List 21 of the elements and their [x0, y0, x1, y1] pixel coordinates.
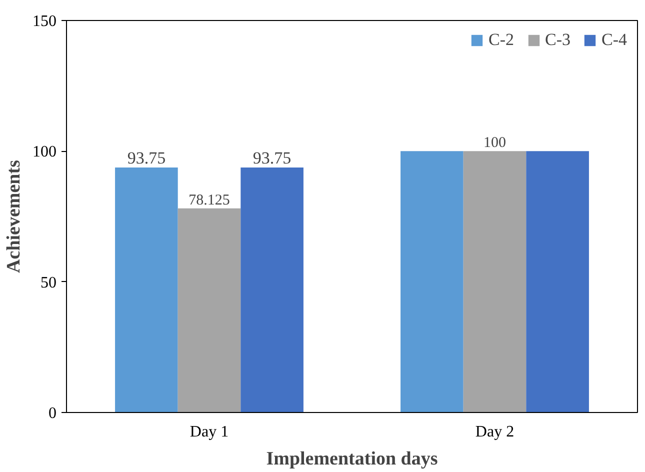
data-label: 78.125 [188, 192, 230, 208]
y-tick-label: 100 [32, 144, 56, 161]
y-tick-label: 0 [48, 405, 56, 422]
legend-label: C-3 [545, 30, 570, 50]
bar [526, 151, 589, 412]
x-tick-label: Day 2 [475, 424, 514, 440]
bar [240, 168, 304, 412]
legend-label: C-2 [488, 30, 514, 50]
y-axis-title: Achievements [4, 160, 24, 273]
x-tick-label: Day 1 [190, 424, 229, 440]
x-axis-title: Implementation days [266, 448, 438, 470]
data-label: 93.75 [252, 148, 292, 168]
bar [400, 151, 464, 412]
y-tick-label: 50 [40, 274, 56, 292]
y-tick-label: 150 [32, 13, 56, 30]
data-label: 100 [484, 135, 506, 152]
legend-label: C-4 [602, 30, 627, 50]
bar [115, 168, 178, 412]
data-label: 93.75 [127, 148, 166, 168]
bar [178, 208, 241, 412]
bar [463, 151, 526, 412]
